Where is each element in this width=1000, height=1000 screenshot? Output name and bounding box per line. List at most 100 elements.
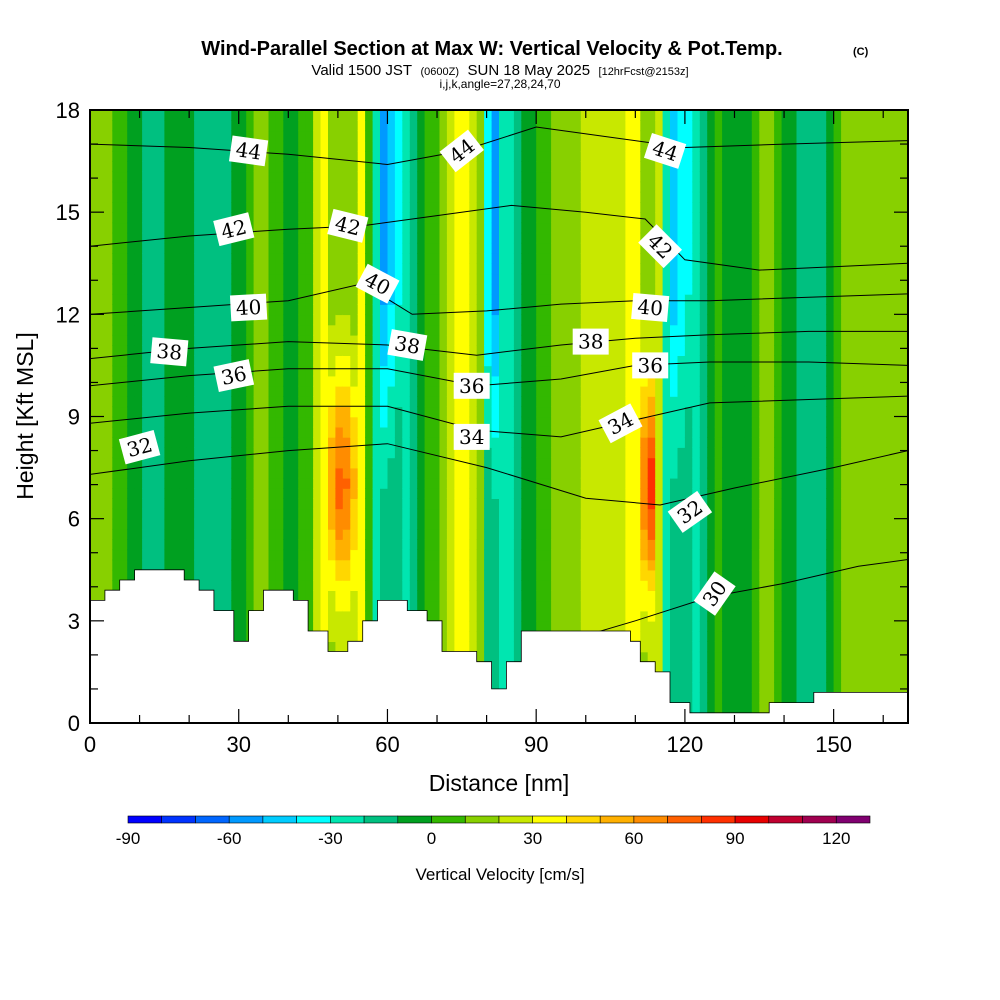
velocity-cell <box>350 273 359 285</box>
velocity-cell <box>684 304 694 316</box>
velocity-cell <box>647 539 656 551</box>
velocity-cell <box>261 283 270 295</box>
velocity-cell <box>528 150 537 162</box>
velocity-cell <box>97 314 106 326</box>
velocity-cell <box>446 600 456 612</box>
velocity-cell <box>156 253 166 264</box>
velocity-cell <box>231 396 240 408</box>
velocity-cell <box>90 406 99 418</box>
velocity-cell <box>580 488 589 499</box>
velocity-cell <box>394 263 404 275</box>
velocity-cell <box>365 488 374 499</box>
velocity-cell <box>603 263 612 275</box>
velocity-cell <box>565 253 575 264</box>
velocity-cell <box>625 242 634 254</box>
velocity-cell <box>454 334 463 346</box>
velocity-cell <box>677 426 686 438</box>
velocity-cell <box>513 498 523 510</box>
velocity-cell <box>97 549 106 561</box>
valid-date: SUN 18 May 2025 <box>467 62 590 79</box>
velocity-cell <box>127 324 136 336</box>
velocity-cell <box>432 385 441 397</box>
velocity-cell <box>551 334 560 346</box>
velocity-cell <box>640 385 649 397</box>
velocity-cell <box>543 457 552 469</box>
velocity-cell <box>112 539 121 551</box>
velocity-cell <box>484 171 493 183</box>
velocity-cell <box>632 232 642 244</box>
velocity-cell <box>313 477 322 489</box>
velocity-cell <box>238 426 247 438</box>
velocity-cell <box>580 253 589 264</box>
velocity-cell <box>595 559 604 571</box>
velocity-cell <box>632 130 642 142</box>
velocity-cell <box>194 171 203 183</box>
velocity-cell <box>670 110 679 121</box>
velocity-cell <box>179 130 188 142</box>
velocity-cell <box>90 181 99 193</box>
velocity-cell <box>179 273 188 285</box>
velocity-cell <box>632 569 642 581</box>
velocity-cell <box>699 253 708 264</box>
velocity-cell <box>119 365 128 377</box>
velocity-cell <box>134 191 143 203</box>
velocity-cell <box>320 130 329 142</box>
velocity-cell <box>603 477 612 489</box>
velocity-cell <box>499 631 508 642</box>
velocity-cell <box>104 426 114 438</box>
velocity-cell <box>134 334 143 346</box>
velocity-cell <box>580 202 589 213</box>
velocity-cell <box>119 488 128 499</box>
velocity-cell <box>469 406 478 418</box>
velocity-cell <box>439 334 448 346</box>
velocity-cell <box>432 191 441 203</box>
velocity-cell <box>387 457 396 469</box>
velocity-cell <box>97 212 106 224</box>
velocity-cell <box>283 539 292 551</box>
velocity-cell <box>580 620 589 632</box>
velocity-cell <box>655 488 664 499</box>
velocity-cell <box>171 181 180 193</box>
velocity-cell <box>588 447 597 459</box>
velocity-cell <box>618 457 627 469</box>
velocity-cell <box>461 171 470 183</box>
velocity-cell <box>551 569 560 581</box>
velocity-cell <box>194 242 203 254</box>
velocity-cell <box>305 181 314 193</box>
velocity-cell <box>417 528 426 540</box>
velocity-cell <box>201 518 210 530</box>
velocity-cell <box>156 416 166 428</box>
velocity-cell <box>90 161 99 173</box>
velocity-cell <box>283 569 292 581</box>
velocity-cell <box>513 467 523 479</box>
velocity-cell <box>253 130 262 142</box>
velocity-cell <box>365 508 374 520</box>
velocity-cell <box>134 232 143 244</box>
velocity-cell <box>305 528 314 540</box>
velocity-cell <box>112 110 121 121</box>
velocity-cell <box>439 304 448 316</box>
velocity-cell <box>119 293 128 305</box>
velocity-cell <box>320 488 329 499</box>
velocity-cell <box>632 518 642 530</box>
velocity-cell <box>521 222 530 234</box>
velocity-cell <box>469 181 478 193</box>
velocity-cell <box>469 631 478 642</box>
velocity-cell <box>469 314 478 326</box>
velocity-cell <box>432 488 441 499</box>
velocity-cell <box>513 263 523 275</box>
velocity-cell <box>320 467 329 479</box>
velocity-cell <box>469 355 478 367</box>
velocity-cell <box>521 110 530 121</box>
velocity-cell <box>350 191 359 203</box>
velocity-cell <box>647 559 656 571</box>
velocity-cell <box>97 161 106 173</box>
velocity-cell <box>565 528 575 540</box>
velocity-cell <box>283 222 292 234</box>
velocity-cell <box>342 120 351 132</box>
velocity-cell <box>461 631 470 642</box>
velocity-cell <box>216 477 225 489</box>
velocity-cell <box>499 508 508 520</box>
velocity-cell <box>580 396 589 408</box>
velocity-cell <box>565 355 575 367</box>
